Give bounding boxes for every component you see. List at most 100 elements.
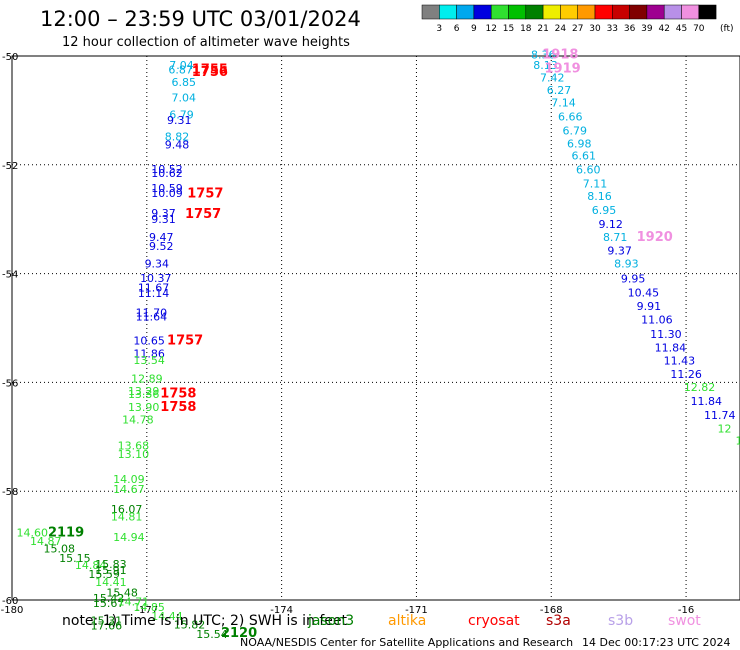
wave-height-label: 8.13 bbox=[533, 59, 558, 72]
wave-height-label: 15.59 bbox=[88, 568, 120, 581]
colorbar-swatch bbox=[525, 4, 544, 20]
colorbar-swatch bbox=[681, 4, 700, 20]
plot-frame bbox=[11, 55, 740, 601]
wave-height-label: 11.14 bbox=[138, 287, 170, 300]
wave-height-label: 15.42 bbox=[93, 592, 125, 605]
x-tick-label: -171 bbox=[405, 605, 428, 616]
wave-height-label: 11.06 bbox=[641, 314, 673, 327]
wave-height-label: 7.42 bbox=[540, 72, 565, 85]
wave-height-label: 14.71 bbox=[118, 595, 150, 608]
colorbar-tick-label: 24 bbox=[555, 24, 567, 34]
wave-height-label: 9.34 bbox=[145, 258, 170, 271]
wave-height-label: 15.31 bbox=[91, 614, 123, 627]
colorbar-tick-label: 12 bbox=[485, 24, 496, 34]
wave-height-label: 9.48 bbox=[165, 138, 190, 151]
pass-time-label: 1918 bbox=[542, 48, 578, 63]
wave-height-label: 7.04 bbox=[169, 59, 194, 72]
wave-height-label: 14.85 bbox=[133, 601, 165, 614]
satellite-legend: jason3 altika cryosat s3a s3b swot bbox=[307, 613, 701, 629]
wave-height-label: 15.91 bbox=[95, 564, 127, 577]
wave-height-label: 13.36 bbox=[128, 388, 159, 401]
wave-height-label: 8.93 bbox=[614, 258, 639, 271]
x-tick-label: -180 bbox=[1, 605, 24, 616]
wave-height-label: 6.85 bbox=[172, 76, 197, 89]
colorbar-swatch bbox=[421, 4, 440, 20]
wave-height-label: 11.30 bbox=[650, 328, 682, 341]
wave-height-label: 9.12 bbox=[598, 218, 623, 231]
pass-time-label: 1757 bbox=[167, 333, 203, 348]
wave-height-label: 12.89 bbox=[131, 372, 163, 385]
wave-height-label: 9.31 bbox=[151, 213, 176, 226]
colorbar-tick-label: 70 bbox=[693, 24, 705, 34]
wave-height-label: 9.37 bbox=[607, 245, 632, 258]
satellite-swot: swot bbox=[668, 613, 701, 629]
colorbar-swatch bbox=[542, 4, 561, 20]
wave-height-label: 6.61 bbox=[571, 149, 596, 162]
pass-time-label: 1920 bbox=[637, 230, 673, 245]
x-tick-label: -174 bbox=[270, 605, 293, 616]
wave-height-label: 15.54 bbox=[196, 628, 228, 641]
wave-height-label: 6.60 bbox=[576, 164, 601, 177]
wave-height-label: 15.48 bbox=[106, 587, 137, 600]
credit-text: NOAA/NESDIS Center for Satellite Applica… bbox=[240, 636, 573, 649]
footnote: note: 1) Time is in UTC; 2) SWH is in fe… bbox=[62, 613, 348, 629]
colorbar-swatch bbox=[594, 4, 613, 20]
y-tick-label: -58 bbox=[2, 487, 18, 498]
wave-height-label: 10.45 bbox=[628, 286, 660, 299]
wave-height-label: 14.09 bbox=[113, 473, 145, 486]
wave-height-label: 10.59 bbox=[151, 182, 183, 195]
wave-height-label: 14.60 bbox=[16, 526, 48, 539]
colorbar-tick-label: 36 bbox=[624, 24, 636, 34]
wave-height-label: 12 bbox=[718, 422, 732, 435]
wave-height-label: 16.07 bbox=[111, 503, 143, 516]
colorbar-tick-label: 42 bbox=[658, 24, 669, 34]
wave-height-label: 10.52 bbox=[151, 163, 183, 176]
wave-height-label: 15.67 bbox=[93, 597, 125, 610]
wave-height-label: 15.15 bbox=[59, 552, 90, 565]
axis-ticks: -180 -177 -174 -171 -168 -16 -50 -52 -54 -56 -58 -6… bbox=[1, 52, 695, 616]
wave-height-label: 14.81 bbox=[111, 511, 143, 524]
colorbar-swatch bbox=[663, 4, 682, 20]
y-tick-label: -50 bbox=[2, 52, 18, 63]
timestamp: 14 Dec 00:17:23 UTC 2024 bbox=[582, 636, 730, 649]
y-tick-label: -52 bbox=[2, 161, 18, 172]
grid-lines bbox=[12, 56, 740, 600]
colorbar-tick-label: 15 bbox=[503, 24, 514, 34]
satellite-s3a: s3a bbox=[546, 613, 571, 629]
wave-height-label: 9.47 bbox=[149, 231, 174, 244]
colorbar-tick-label: 45 bbox=[676, 24, 687, 34]
wave-height-label: 13.68 bbox=[118, 439, 150, 452]
wave-height-label: 13.54 bbox=[133, 354, 165, 367]
colorbar-swatch bbox=[560, 4, 578, 20]
wave-height-label: 8.16 bbox=[587, 190, 612, 203]
wave-height-label: 6.98 bbox=[567, 137, 592, 150]
wave-height-label: 8.36 bbox=[531, 49, 556, 62]
wave-height-label: 15.82 bbox=[174, 618, 206, 631]
wave-height-label: 13.90 bbox=[128, 401, 159, 414]
wave-height-label: 14.44 bbox=[151, 610, 183, 623]
wave-height-label: 14.84 bbox=[75, 559, 107, 572]
wave-height-label: 14.94 bbox=[113, 531, 145, 544]
wave-height-label: 6.27 bbox=[547, 84, 572, 97]
wave-height-label: 14.41 bbox=[95, 576, 127, 589]
satellite-cryosat: cryosat bbox=[468, 613, 520, 629]
wave-height-label: 14.87 bbox=[30, 535, 62, 548]
wave-height-label: 11.67 bbox=[138, 282, 170, 295]
colorbar-tick-label: 9 bbox=[471, 24, 477, 34]
wave-height-label: 9.52 bbox=[149, 240, 174, 253]
colorbar-swatch bbox=[646, 4, 665, 20]
wave-height-label: 9.37 bbox=[151, 207, 176, 220]
wave-height-label: 12.82 bbox=[684, 381, 716, 394]
colorbar-swatch bbox=[508, 4, 527, 20]
page-title: 12:00 – 23:59 UTC 03/01/2024 bbox=[40, 7, 361, 31]
wave-height-label: 6.87 bbox=[168, 63, 193, 76]
wave-height-label: 8.71 bbox=[603, 231, 628, 244]
y-tick-label: -56 bbox=[2, 378, 18, 389]
colorbar-swatch bbox=[473, 4, 492, 20]
pass-time-label: 1758 bbox=[160, 400, 196, 415]
wave-height-label: 10.62 bbox=[151, 167, 183, 180]
wave-height-label: 11.43 bbox=[664, 354, 696, 367]
wave-height-label: 10.09 bbox=[151, 187, 183, 200]
